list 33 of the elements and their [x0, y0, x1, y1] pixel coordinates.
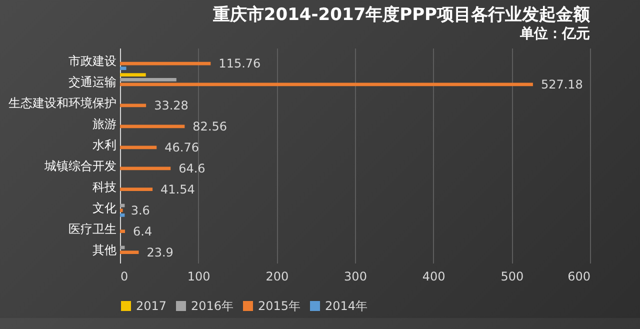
y-tick-label: 旅游 — [92, 117, 116, 132]
data-label: 23.9 — [146, 245, 174, 260]
legend-label: 2014年 — [325, 299, 368, 313]
y-tick-label: 城镇综合开发 — [44, 158, 116, 173]
x-tick-label: 300 — [344, 270, 367, 284]
data-label: 33.28 — [154, 98, 188, 112]
y-tick-label: 文化 — [92, 200, 116, 215]
legend-label: 2017 — [136, 299, 167, 313]
data-label: 41.54 — [160, 182, 195, 196]
y-tick-label: 其他 — [92, 242, 116, 257]
legend-label: 2016年 — [191, 299, 234, 313]
y-tick-label: 科技 — [92, 180, 116, 194]
x-tick-label: 400 — [422, 270, 446, 284]
chart-subtitle: 单位：亿元 — [519, 26, 590, 42]
data-label: 6.4 — [133, 224, 152, 238]
y-tick-label: 交通运输 — [68, 75, 116, 90]
x-tick-label: 100 — [187, 270, 210, 284]
data-label: 527.18 — [540, 77, 583, 92]
x-tick-label: 500 — [500, 270, 524, 284]
y-tick-label: 市政建设 — [68, 54, 116, 68]
data-label: 115.76 — [218, 56, 261, 71]
data-label: 3.6 — [130, 203, 150, 218]
chart-title: 重庆市2014-2017年度PPP项目各行业发起金额 — [212, 5, 591, 25]
y-tick-label: 生态建设和环境保护 — [8, 96, 116, 110]
x-tick-label: 600 — [568, 270, 590, 284]
legend-label: 2015年 — [258, 299, 301, 313]
y-tick-label: 水利 — [92, 138, 116, 152]
data-label: 46.76 — [164, 140, 199, 154]
data-label: 64.6 — [178, 161, 206, 176]
x-tick-label: 0 — [120, 270, 128, 284]
y-tick-label: 医疗卫生 — [68, 222, 116, 236]
data-label: 82.56 — [192, 119, 228, 134]
x-tick-label: 200 — [266, 270, 289, 284]
